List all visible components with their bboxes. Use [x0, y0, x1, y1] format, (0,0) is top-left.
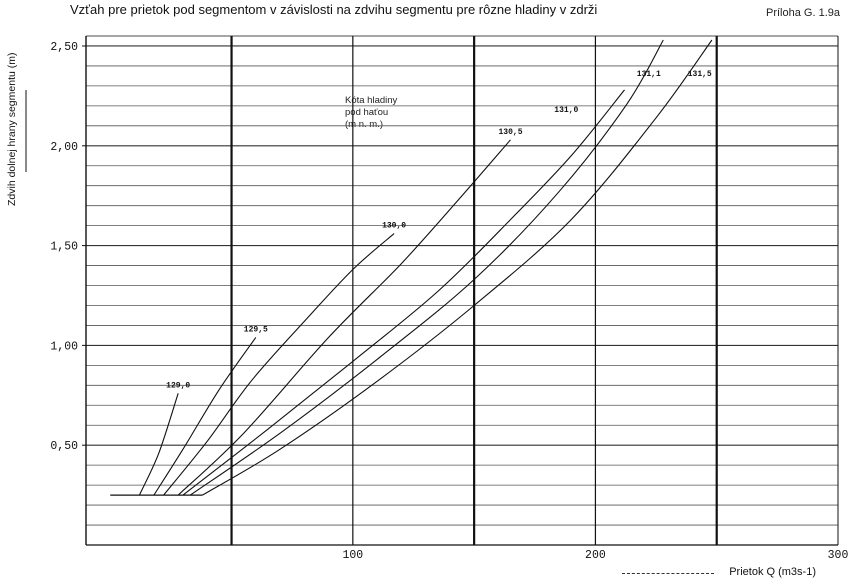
series-label: 130,5 — [499, 128, 523, 137]
annex-label: Príloha G. 1.9a — [766, 7, 840, 19]
y-tick-label: 2,00 — [50, 141, 78, 154]
chart-ticks: 0,50 1,00 1,50 2,00 2,50 100 200 300 — [50, 41, 848, 562]
chart-title: Vzťah pre prietok pod segmentom v závisl… — [70, 2, 598, 17]
series-line-129-5 — [153, 337, 257, 496]
x-axis-label: Prietok Q (m3s-1) — [729, 566, 816, 578]
legend-note-line-2: pod haťou — [345, 107, 389, 118]
y-tick-label: 2,50 — [50, 41, 78, 54]
legend-note-line-3: (m n. m.) — [345, 119, 383, 130]
chart-series — [110, 39, 713, 496]
x-tick-label: 300 — [828, 549, 849, 562]
legend-note: Kóta hladiny pod haťou (m n. m.) — [345, 95, 397, 131]
series-line-131-5 — [202, 39, 713, 496]
y-tick-label: 1,00 — [50, 340, 78, 353]
x-tick-label: 100 — [342, 549, 363, 562]
series-label: 129,0 — [166, 381, 190, 390]
series-line-130-0 — [163, 233, 395, 496]
series-line-130-5 — [177, 139, 511, 496]
y-tick-label: 1,50 — [50, 241, 78, 254]
series-line-131-1 — [189, 39, 664, 496]
x-tick-label: 200 — [585, 549, 606, 562]
chart-grid — [86, 36, 838, 545]
series-label: 131,0 — [554, 106, 578, 115]
y-tick-label: 0,50 — [50, 440, 78, 453]
series-label: 129,5 — [244, 325, 268, 334]
legend-note-line-1: Kóta hladiny — [345, 95, 398, 106]
chart-series-labels: 129,0 129,5 130,0 130,5 131,0 131,1 131,5 — [166, 70, 712, 390]
series-label: 130,0 — [382, 222, 406, 231]
chart-axes — [25, 35, 839, 546]
series-line-131-0 — [182, 89, 625, 496]
series-label: 131,5 — [688, 70, 712, 79]
series-line-129-0 — [138, 393, 179, 496]
series-label: 131,1 — [637, 70, 661, 79]
x-axis-label-leader — [622, 573, 714, 574]
